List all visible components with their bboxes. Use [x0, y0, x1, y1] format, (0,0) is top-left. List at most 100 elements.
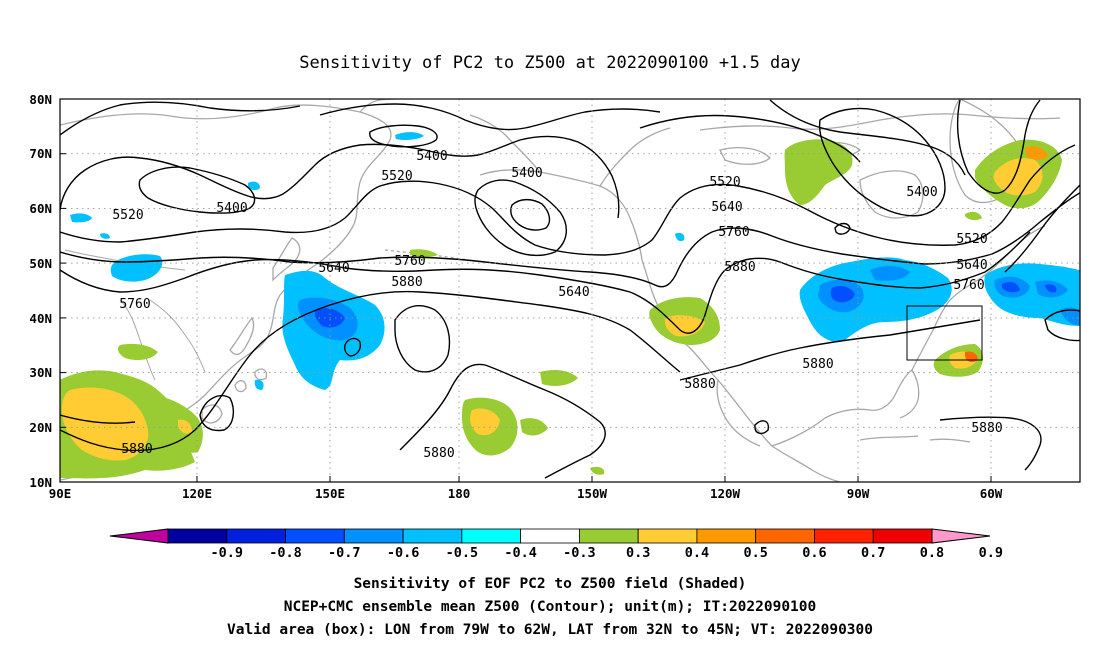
colorbar-tick-label: 0.5	[743, 545, 767, 561]
colorbar-tick-label: -0.4	[504, 545, 537, 561]
lat-label-10n: 10N	[29, 475, 52, 490]
colorbar-cell	[343, 528, 404, 544]
contour-label-5400-c: 5400	[511, 166, 542, 181]
contour-label-5760-a: 5760	[394, 254, 425, 269]
caption-line-1: Sensitivity of EOF PC2 to Z500 field (Sh…	[354, 576, 747, 592]
map-panel: 5400 5400 5400 5400 5520 5520 5520 5520 …	[29, 92, 1081, 501]
contour-label-5760-d: 5760	[953, 278, 984, 293]
lat-label-70n: 70N	[29, 146, 52, 161]
colorbar-high-end	[931, 528, 991, 544]
colorbar-cell	[578, 528, 639, 544]
figure-title: Sensitivity of PC2 to Z500 at 2022090100…	[299, 53, 801, 73]
negative-sensitivity-shading	[70, 132, 1080, 390]
contour-label-5400-b: 5400	[216, 201, 247, 216]
contour-top-arc2	[319, 103, 661, 131]
contour-5880-west	[60, 290, 681, 452]
lat-label-40n: 40N	[29, 311, 52, 326]
contour-inner-mid	[510, 198, 551, 231]
contour-label-5640-c: 5640	[711, 200, 742, 215]
colorbar-tick-label: -0.3	[563, 545, 596, 561]
contour-label-5640-b: 5640	[558, 285, 589, 300]
contour-loop-east	[1044, 309, 1080, 342]
valid-area-box	[906, 305, 983, 361]
contour-5400-mid-low	[474, 179, 567, 257]
colorbar-tick-label: -0.5	[446, 545, 479, 561]
contour-label-5520-b: 5520	[112, 208, 143, 223]
lon-label-90e: 90E	[49, 486, 72, 501]
colorbar-cell	[461, 528, 522, 544]
contour-label-5520-d: 5520	[956, 232, 987, 247]
coastlines	[60, 99, 1061, 482]
colorbar-cell	[285, 528, 345, 544]
lon-label-150e: 150E	[315, 486, 345, 501]
colorbar-cell	[637, 528, 698, 544]
contour-label-5880-c: 5880	[423, 446, 454, 461]
lat-label-80n: 80N	[29, 92, 52, 107]
contour-label-5880-f: 5880	[802, 357, 833, 372]
colorbar-tick-label: -0.8	[269, 545, 302, 561]
lat-label-30n: 30N	[29, 365, 52, 380]
colorbar-tick-label: -0.7	[328, 545, 361, 561]
contour-far-right	[956, 99, 1041, 194]
colorbar-tick-label: 0.3	[626, 545, 650, 561]
lon-label-150w: 150W	[577, 486, 608, 501]
colorbar-cell	[755, 528, 815, 544]
contour-5400-left	[60, 135, 620, 219]
colorbar-cell	[814, 528, 874, 544]
colorbar-cell	[402, 528, 463, 544]
lat-label-20n: 20N	[29, 420, 52, 435]
contour-label-5400-a: 5400	[416, 149, 447, 164]
contour-top-arc1	[60, 101, 301, 136]
lon-label-180: 180	[448, 486, 471, 501]
gridlines	[60, 99, 1080, 482]
contour-label-5640-d: 5640	[956, 258, 987, 273]
colorbar-cell	[167, 528, 228, 544]
lon-label-120w: 120W	[710, 486, 741, 501]
contour-5880-east	[679, 319, 981, 381]
contour-small-ring-right	[834, 222, 851, 235]
contour-5880-small	[754, 420, 769, 435]
contour-5760	[60, 231, 1031, 334]
contour-label-5880-d: 5880	[684, 377, 715, 392]
colorbar-cell	[872, 528, 933, 544]
lon-label-120e: 120E	[182, 486, 212, 501]
positive-sensitivity-shading	[60, 139, 1062, 479]
map-frame	[59, 98, 1081, 483]
contour-label-5520-c: 5520	[709, 175, 740, 190]
lon-label-60w: 60W	[980, 486, 1003, 501]
colorbar: -0.9 -0.8 -0.7 -0.6 -0.5 -0.4 -0.3 0.3 0.4 0.5 0.6…	[109, 528, 1003, 561]
contour-5640	[60, 192, 1080, 288]
contour-label-5520-a: 5520	[381, 169, 412, 184]
contour-5880-west-outer	[60, 414, 136, 424]
contour-label-5760-b: 5760	[119, 297, 150, 312]
z500-contours	[60, 99, 1080, 479]
colorbar-tick-label: 0.7	[861, 545, 885, 561]
contour-label-5760-c: 5760	[718, 225, 749, 240]
axis-ticks	[60, 98, 992, 482]
contour-loop-155e	[344, 337, 362, 357]
contour-5520	[60, 144, 1076, 256]
colorbar-tick-label: 0.6	[802, 545, 826, 561]
colorbar-tick-label: 0.8	[920, 545, 944, 561]
colorbar-cell	[226, 528, 286, 544]
contour-top-right	[639, 114, 861, 163]
contour-label-5880-b: 5880	[121, 442, 152, 457]
contour-small-low	[369, 124, 438, 148]
colorbar-tick-label: 0.9	[979, 545, 1003, 561]
colorbar-cell	[520, 528, 580, 544]
contour-label-5880-g: 5880	[971, 421, 1002, 436]
colorbar-tick-label: 0.4	[685, 545, 709, 561]
colorbar-cell	[696, 528, 757, 544]
contour-label-5880-a: 5880	[391, 275, 422, 290]
contour-5880-loop1	[394, 304, 451, 373]
contour-label-5400-d: 5400	[906, 185, 937, 200]
lat-label-50n: 50N	[29, 256, 52, 271]
contour-label-5640-a: 5640	[318, 261, 349, 276]
contour-label-5880-e: 5880	[724, 260, 755, 275]
contour-5880-mid	[399, 363, 606, 479]
caption-line-3: Valid area (box): LON from 79W to 62W, L…	[227, 622, 873, 638]
contour-5400-right	[818, 107, 946, 217]
caption-line-2: NCEP+CMC ensemble mean Z500 (Contour); u…	[284, 599, 817, 615]
lat-label-60n: 60N	[29, 201, 52, 216]
